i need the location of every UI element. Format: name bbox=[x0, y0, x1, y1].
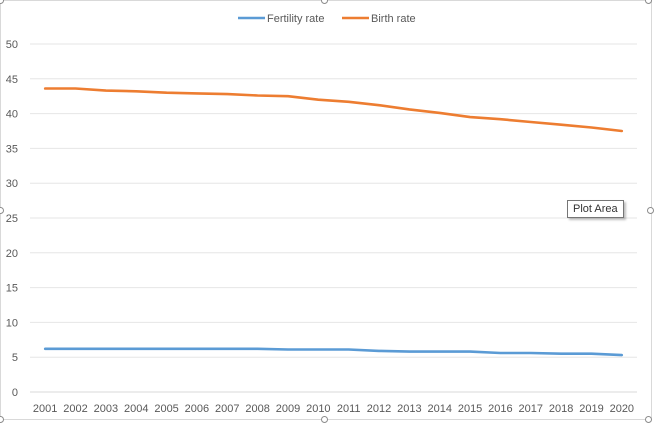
x-tick-label: 2001 bbox=[33, 403, 57, 415]
y-tick-label: 20 bbox=[6, 248, 18, 260]
series-lines bbox=[43, 87, 624, 357]
x-tick-label: 2014 bbox=[427, 403, 451, 415]
legend-item-fertility-rate[interactable]: Fertility rate bbox=[238, 13, 324, 25]
y-tick-label: 25 bbox=[6, 213, 18, 225]
y-tick-label: 5 bbox=[12, 352, 18, 364]
x-tick-label: 2012 bbox=[367, 403, 391, 415]
y-tick-label: 40 bbox=[6, 109, 18, 121]
resize-handle-middle-right[interactable] bbox=[647, 207, 654, 214]
resize-handle-middle-left[interactable] bbox=[0, 207, 4, 214]
x-tick-label: 2015 bbox=[458, 403, 482, 415]
y-tick-label: 30 bbox=[6, 178, 18, 190]
x-tick-label: 2009 bbox=[276, 403, 300, 415]
x-tick-label: 2017 bbox=[519, 403, 543, 415]
y-tick-label: 10 bbox=[6, 317, 18, 329]
resize-handle-top-left[interactable] bbox=[0, 0, 4, 4]
series-line-birth-rate[interactable] bbox=[43, 87, 624, 133]
legend-label: Fertility rate bbox=[267, 13, 324, 25]
x-tick-label: 2019 bbox=[579, 403, 603, 415]
x-tick-label: 2005 bbox=[154, 403, 178, 415]
x-tick-label: 2016 bbox=[488, 403, 512, 415]
x-tick-label: 2011 bbox=[337, 403, 361, 415]
y-tick-label: 15 bbox=[6, 283, 18, 295]
legend: Fertility rate Birth rate bbox=[238, 13, 416, 25]
y-axis: 0 5 10 15 20 25 30 35 40 45 50 bbox=[6, 39, 18, 399]
x-tick-label: 2002 bbox=[63, 403, 87, 415]
resize-handle-top-right[interactable] bbox=[645, 0, 652, 4]
y-tick-label: 50 bbox=[6, 39, 18, 51]
series-line-fertility-rate[interactable] bbox=[43, 347, 624, 357]
x-tick-label: 2010 bbox=[306, 403, 330, 415]
x-tick-label: 2008 bbox=[245, 403, 269, 415]
x-tick-label: 2018 bbox=[549, 403, 573, 415]
x-tick-label: 2006 bbox=[185, 403, 209, 415]
x-tick-label: 2004 bbox=[124, 403, 148, 415]
plot-area-tooltip: Plot Area bbox=[567, 200, 624, 218]
gridlines bbox=[30, 43, 637, 393]
legend-label: Birth rate bbox=[371, 13, 416, 25]
x-tick-label: 2007 bbox=[215, 403, 239, 415]
x-axis: 2001 2002 2003 2004 2005 2006 2007 2008 2009 2010… bbox=[33, 403, 634, 415]
y-tick-label: 0 bbox=[12, 387, 18, 399]
legend-item-birth-rate[interactable]: Birth rate bbox=[342, 13, 416, 25]
x-tick-label: 2013 bbox=[397, 403, 421, 415]
x-tick-label: 2020 bbox=[610, 403, 634, 415]
y-tick-label: 45 bbox=[6, 74, 18, 86]
resize-handle-top-center[interactable] bbox=[321, 0, 328, 4]
y-tick-label: 35 bbox=[6, 143, 18, 155]
x-tick-label: 2003 bbox=[94, 403, 118, 415]
